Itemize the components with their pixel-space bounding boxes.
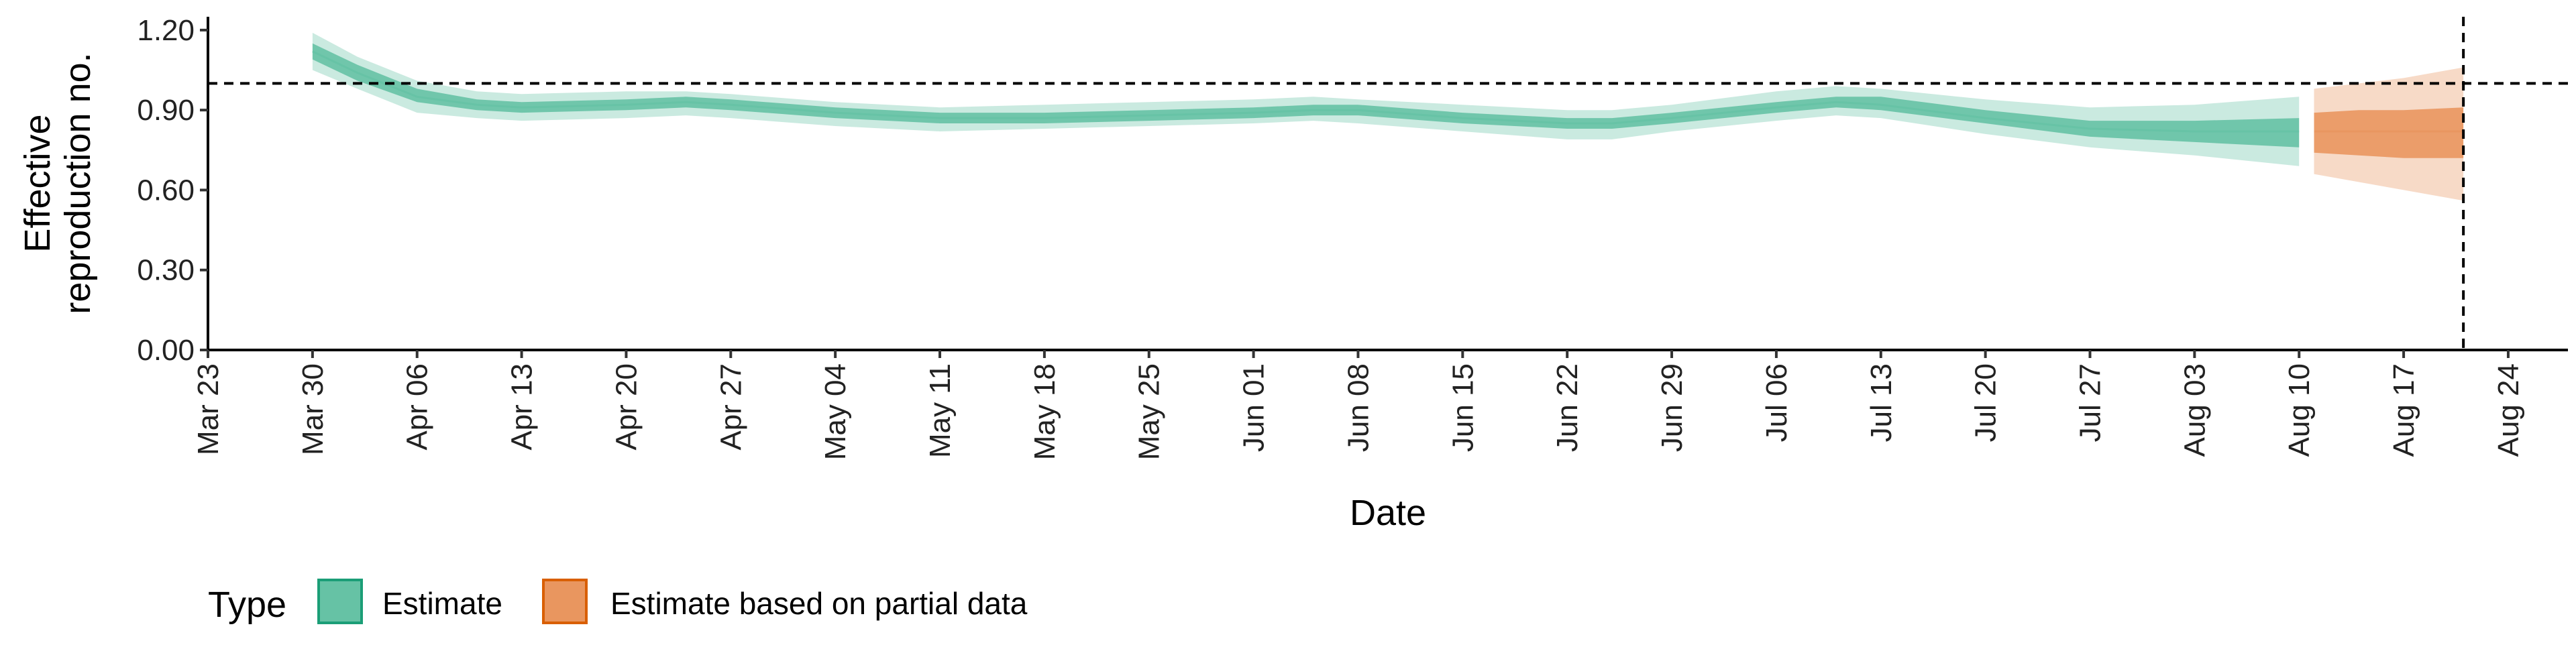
x-tick-label-11: Jun 08	[1342, 363, 1375, 452]
y-tick-label-3: 0.90	[137, 94, 195, 127]
axes-layer: 0.00 0.30 0.60 0.90 1.20 Mar 23 Mar 30 Apr 06 Ap…	[17, 14, 2568, 533]
x-tick-label-6: May 04	[819, 363, 852, 460]
x-tick-label-21: Aug 17	[2387, 363, 2420, 457]
x-tick-label-4: Apr 20	[610, 363, 643, 451]
x-tick-label-12: Jun 15	[1446, 363, 1479, 452]
x-tick-label-16: Jul 13	[1865, 363, 1898, 442]
x-tick-label-3: Apr 13	[506, 363, 539, 451]
series-0-band-90	[312, 32, 2300, 166]
reference-lines-layer	[208, 17, 2568, 350]
y-axis-title-line-2: reproduction no.	[58, 52, 98, 314]
x-tick-label-20: Aug 10	[2283, 363, 2316, 457]
x-tick-label-13: Jun 22	[1551, 363, 1584, 452]
x-tick-label-7: May 11	[924, 363, 957, 458]
y-tick-label-2: 0.60	[137, 174, 195, 207]
x-tick-label-0: Mar 23	[192, 363, 225, 455]
x-tick-label-2: Apr 06	[401, 363, 434, 451]
legend-title: Type	[208, 585, 286, 625]
x-tick-label-5: Apr 27	[714, 363, 747, 451]
x-tick-label-8: May 18	[1028, 363, 1061, 460]
x-tick-label-18: Jul 27	[2074, 363, 2106, 442]
series-1-band-50	[2314, 107, 2464, 158]
series-0-band-50	[312, 43, 2300, 148]
x-tick-label-15: Jul 06	[1760, 363, 1793, 442]
legend-swatch-estimate	[317, 579, 363, 624]
x-tick-label-19: Aug 03	[2178, 363, 2211, 457]
legend-label-estimate: Estimate	[382, 586, 502, 621]
x-tick-label-22: Aug 24	[2492, 363, 2525, 457]
x-tick-label-1: Mar 30	[297, 363, 329, 455]
x-tick-label-17: Jul 20	[1970, 363, 2002, 442]
x-tick-label-14: Jun 29	[1656, 363, 1688, 452]
y-tick-label-0: 0.00	[137, 334, 195, 367]
x-tick-label-9: May 25	[1133, 363, 1166, 460]
legend-layer: Type Estimate Estimate based on partial da…	[208, 579, 1028, 625]
y-tick-label-4: 1.20	[137, 14, 195, 47]
bands-layer	[312, 32, 2464, 201]
series-0-median-line	[312, 50, 2300, 133]
y-axis-title-line-1: Effective	[17, 114, 58, 252]
legend-label-partial-data: Estimate based on partial data	[610, 586, 1028, 621]
y-tick-label-1: 0.30	[137, 254, 195, 287]
legend-swatch-partial-data	[542, 579, 588, 624]
x-axis-title: Date	[1350, 493, 1426, 533]
x-tick-label-10: Jun 01	[1238, 363, 1271, 452]
